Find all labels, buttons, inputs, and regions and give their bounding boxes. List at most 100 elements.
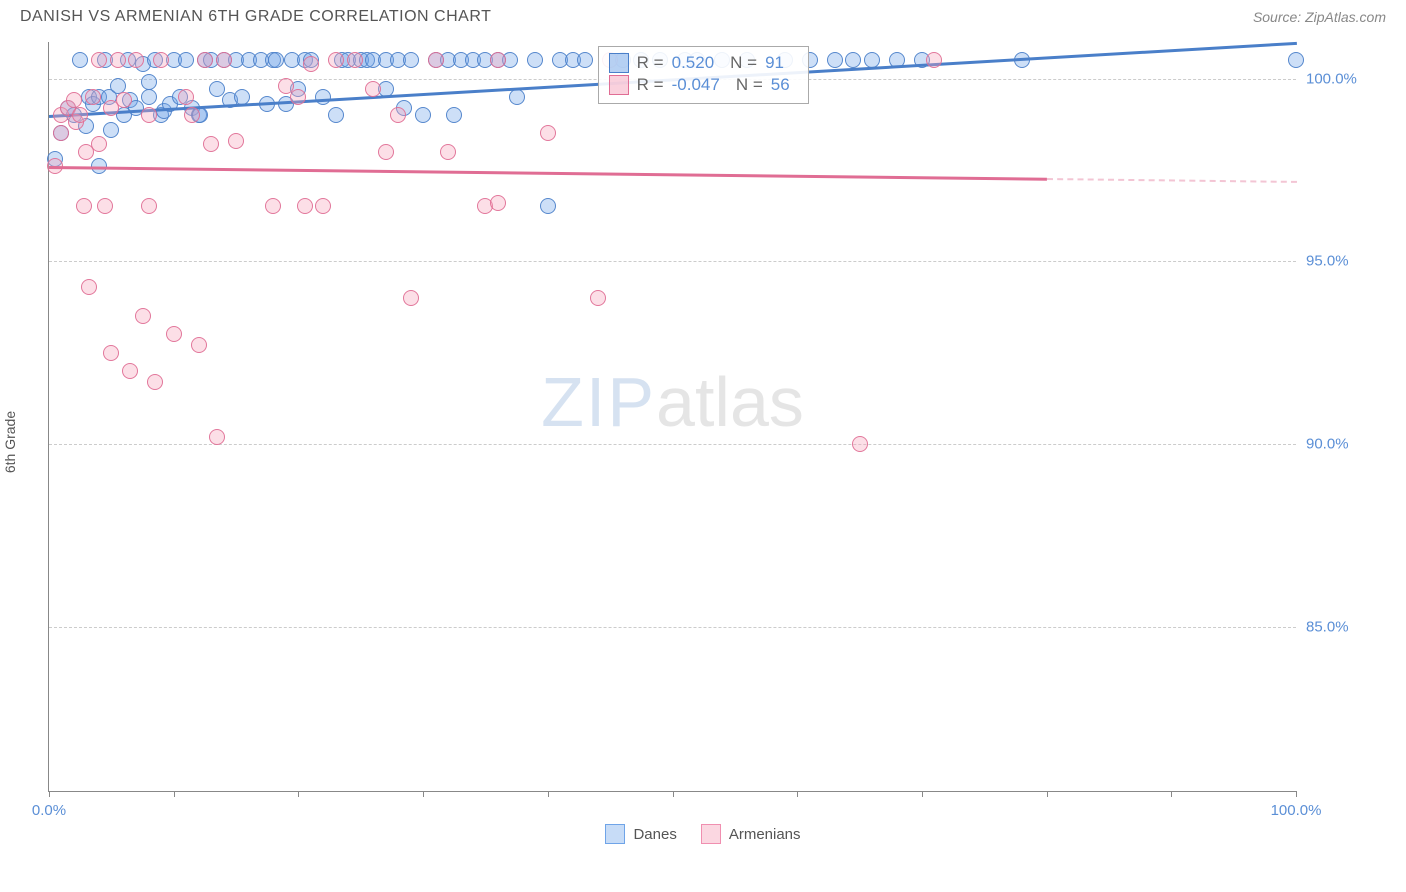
x-tick	[1047, 791, 1048, 797]
stat-r-label: R =	[637, 75, 664, 95]
data-point	[91, 136, 107, 152]
series-swatch	[609, 75, 629, 95]
source-attribution: Source: ZipAtlas.com	[1253, 9, 1386, 25]
legend-swatch	[701, 824, 721, 844]
data-point	[268, 52, 284, 68]
x-tick	[673, 791, 674, 797]
data-point	[72, 52, 88, 68]
x-tick	[1296, 791, 1297, 797]
data-point	[290, 89, 306, 105]
data-point	[141, 107, 157, 123]
data-point	[540, 125, 556, 141]
data-point	[141, 74, 157, 90]
stat-r-label: R =	[637, 53, 664, 73]
chart-container: 6th Grade ZIPatlas 85.0%90.0%95.0%100.0%…	[0, 32, 1406, 852]
data-point	[103, 345, 119, 361]
data-point	[85, 89, 101, 105]
data-point	[1288, 52, 1304, 68]
data-point	[577, 52, 593, 68]
watermark: ZIPatlas	[541, 362, 804, 442]
data-point	[184, 107, 200, 123]
data-point	[191, 337, 207, 353]
watermark-zip: ZIP	[541, 363, 656, 441]
data-point	[590, 290, 606, 306]
y-tick-label: 95.0%	[1306, 253, 1396, 270]
data-point	[390, 107, 406, 123]
plot-area: ZIPatlas 85.0%90.0%95.0%100.0%0.0%100.0%…	[48, 42, 1296, 792]
data-point	[297, 198, 313, 214]
data-point	[66, 92, 82, 108]
x-tick-label: 100.0%	[1271, 802, 1322, 819]
data-point	[76, 198, 92, 214]
stat-r-value: -0.047	[672, 75, 720, 95]
data-point	[490, 52, 506, 68]
gridline	[49, 444, 1296, 445]
x-tick	[797, 791, 798, 797]
trend-line-extrapolated	[1047, 178, 1297, 183]
data-point	[141, 89, 157, 105]
data-point	[845, 52, 861, 68]
stat-r-value: 0.520	[672, 53, 715, 73]
watermark-atlas: atlas	[656, 363, 804, 441]
x-tick	[298, 791, 299, 797]
data-point	[166, 326, 182, 342]
stats-row: R =-0.047N =56	[609, 75, 798, 95]
stat-n-value: 56	[771, 75, 790, 95]
data-point	[347, 52, 363, 68]
data-point	[110, 52, 126, 68]
data-point	[91, 52, 107, 68]
data-point	[141, 198, 157, 214]
header: DANISH VS ARMENIAN 6TH GRADE CORRELATION…	[0, 0, 1406, 32]
data-point	[403, 290, 419, 306]
data-point	[197, 52, 213, 68]
x-tick	[548, 791, 549, 797]
data-point	[135, 308, 151, 324]
data-point	[216, 52, 232, 68]
data-point	[122, 363, 138, 379]
y-tick-label: 85.0%	[1306, 618, 1396, 635]
data-point	[81, 279, 97, 295]
data-point	[228, 133, 244, 149]
data-point	[203, 136, 219, 152]
x-tick	[1171, 791, 1172, 797]
data-point	[153, 52, 169, 68]
data-point	[265, 198, 281, 214]
data-point	[527, 52, 543, 68]
data-point	[540, 198, 556, 214]
data-point	[378, 144, 394, 160]
data-point	[103, 122, 119, 138]
data-point	[328, 52, 344, 68]
data-point	[328, 107, 344, 123]
trend-line	[49, 166, 1047, 180]
stats-box: R =0.520N =91R =-0.047N =56	[598, 46, 809, 104]
legend-item: Armenians	[701, 824, 801, 844]
data-point	[209, 429, 225, 445]
gridline	[49, 627, 1296, 628]
data-point	[147, 374, 163, 390]
data-point	[97, 198, 113, 214]
data-point	[446, 107, 462, 123]
data-point	[116, 92, 132, 108]
data-point	[315, 89, 331, 105]
x-tick	[49, 791, 50, 797]
data-point	[403, 52, 419, 68]
chart-title: DANISH VS ARMENIAN 6TH GRADE CORRELATION…	[20, 8, 491, 26]
data-point	[509, 89, 525, 105]
data-point	[178, 52, 194, 68]
data-point	[365, 81, 381, 97]
data-point	[827, 52, 843, 68]
data-point	[852, 436, 868, 452]
y-tick-label: 90.0%	[1306, 435, 1396, 452]
x-tick	[922, 791, 923, 797]
x-tick	[174, 791, 175, 797]
stat-n-label: N =	[730, 53, 757, 73]
gridline	[49, 261, 1296, 262]
x-tick-label: 0.0%	[32, 802, 66, 819]
legend-label: Armenians	[729, 826, 801, 843]
data-point	[315, 198, 331, 214]
y-tick-label: 100.0%	[1306, 70, 1396, 87]
legend: DanesArmenians	[0, 824, 1406, 844]
data-point	[53, 125, 69, 141]
data-point	[415, 107, 431, 123]
y-axis-label: 6th Grade	[2, 411, 18, 473]
